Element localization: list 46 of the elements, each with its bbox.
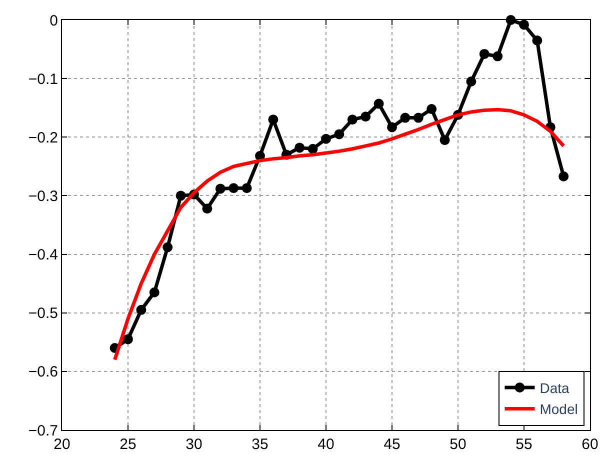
point: [308, 144, 318, 154]
point: [321, 134, 331, 144]
y-tick-label: −0.5: [28, 305, 58, 322]
y-tick-label: −0.3: [28, 188, 58, 205]
point: [242, 183, 252, 194]
point: [387, 122, 397, 132]
point: [149, 287, 160, 298]
x-tick-label: 45: [384, 436, 400, 453]
point: [176, 190, 186, 201]
x-tick-label: 30: [186, 436, 202, 453]
point: [492, 51, 503, 62]
x-tick-label: 55: [516, 436, 532, 453]
point: [360, 112, 371, 122]
point: [440, 135, 450, 146]
legend-label: Data: [540, 380, 570, 396]
point: [294, 142, 305, 153]
point: [400, 112, 410, 123]
y-tick-label: −0.1: [28, 70, 58, 88]
point: [334, 129, 344, 140]
x-tick-label: 35: [252, 436, 268, 453]
x-tick-label: 60: [582, 436, 598, 453]
x-tick-label: 50: [450, 436, 466, 453]
point: [268, 114, 278, 125]
point: [558, 171, 569, 182]
point: [426, 104, 437, 114]
x-tick-label: 25: [120, 436, 136, 453]
point: [228, 183, 239, 194]
point: [215, 184, 226, 194]
point: [347, 114, 358, 125]
line-series: [113, 108, 566, 362]
point: [479, 48, 490, 59]
legend-label: Model: [540, 401, 578, 418]
point: [123, 334, 133, 344]
point: [413, 112, 424, 123]
point: [162, 242, 173, 252]
point: [466, 76, 476, 86]
point: [136, 304, 146, 315]
y-tick-label: −0.2: [28, 129, 58, 146]
point: [374, 98, 384, 109]
y-tick-label: −0.4: [28, 246, 58, 264]
y-tick-label: 0: [50, 12, 58, 30]
point: [519, 20, 529, 30]
point: [202, 204, 212, 214]
x-tick-label: 40: [318, 436, 334, 453]
point: [532, 36, 542, 46]
y-tick-label: −0.6: [28, 364, 58, 381]
